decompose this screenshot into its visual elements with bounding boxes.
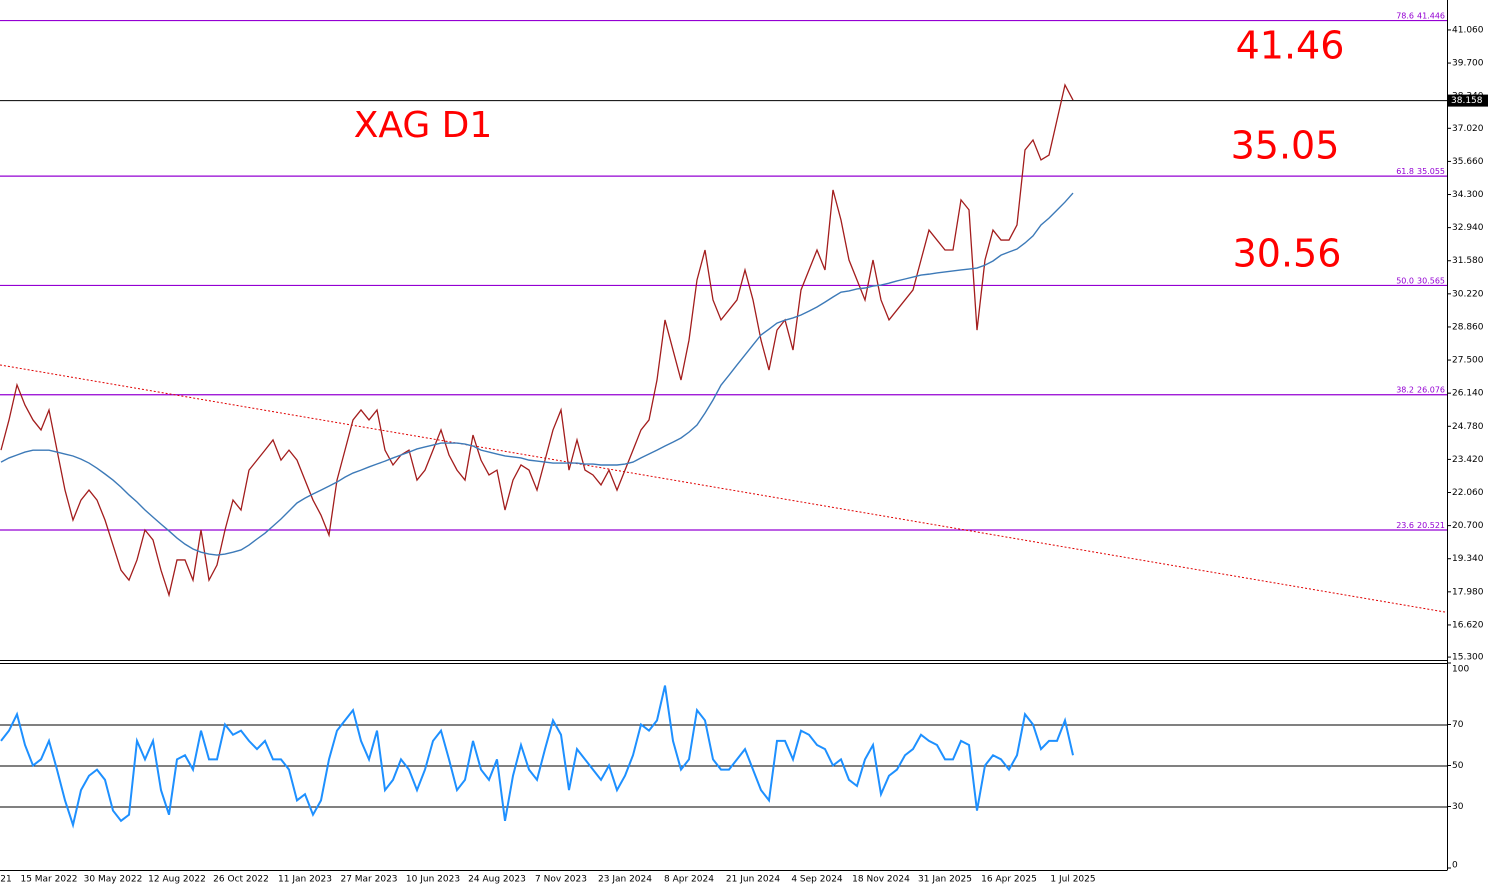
- fib-ratio: 61.8: [1396, 167, 1414, 176]
- fib-label: 23.6 20.521: [1396, 520, 1445, 529]
- x-tick-label: 1 Jul 2025: [1050, 875, 1095, 885]
- y-tick-label: 39.700: [1452, 59, 1484, 69]
- x-tick-label: 15 Mar 2022: [20, 875, 77, 885]
- y-tick-label: 31.580: [1452, 256, 1484, 266]
- y-tick-label: 26.140: [1452, 389, 1484, 399]
- y-tick-label: 28.860: [1452, 322, 1484, 332]
- fib-value: 20.521: [1417, 520, 1445, 529]
- y-tick-label: 16.620: [1452, 620, 1484, 630]
- x-tick-label: 23 Jan 2024: [598, 875, 652, 885]
- fib-label: 61.8 35.055: [1396, 167, 1445, 176]
- x-tick-label: 16 Apr 2025: [981, 875, 1037, 885]
- y-tick-label: 41.060: [1452, 25, 1484, 35]
- fib-value: 26.076: [1417, 385, 1445, 394]
- fib-ratio: 38.2: [1396, 385, 1414, 394]
- x-tick-label: 4 Sep 2024: [791, 875, 843, 885]
- y-tick-label: 30: [1452, 802, 1464, 812]
- x-tick-label: 8 Apr 2024: [664, 875, 714, 885]
- x-tick-label: 21: [0, 875, 11, 885]
- x-tick-label: 30 May 2022: [84, 875, 143, 885]
- fib-ratio: 78.6: [1396, 11, 1414, 20]
- x-tick-label: 24 Aug 2023: [468, 875, 526, 885]
- trendline: [0, 364, 1446, 613]
- annotation: 30.56: [1233, 232, 1342, 276]
- y-tick-label: 23.420: [1452, 455, 1484, 465]
- x-tick-label: 12 Aug 2022: [148, 875, 206, 885]
- chart-title: XAG D1: [354, 105, 493, 146]
- annotation: 35.05: [1231, 124, 1340, 168]
- price-label: 38.158: [1451, 96, 1483, 106]
- y-tick-label: 22.060: [1452, 488, 1484, 498]
- y-tick-label: 37.020: [1452, 124, 1484, 134]
- annotation: 41.46: [1236, 24, 1345, 68]
- y-tick-label: 35.660: [1452, 157, 1484, 167]
- y-tick-label: 34.300: [1452, 190, 1484, 200]
- series-line: [0, 192, 1074, 556]
- fib-label: 38.2 26.076: [1396, 385, 1445, 394]
- series-line: [0, 83, 1074, 598]
- x-tick-label: 10 Jun 2023: [406, 875, 460, 885]
- series-line: [0, 685, 1074, 829]
- y-tick-label: 24.780: [1452, 422, 1484, 432]
- fib-value: 30.565: [1417, 276, 1445, 285]
- x-tick-label: 7 Nov 2023: [535, 875, 587, 885]
- y-tick-label: 50: [1452, 761, 1464, 771]
- x-tick-label: 31 Jan 2025: [918, 875, 972, 885]
- x-tick-label: 21 Jun 2024: [726, 875, 780, 885]
- y-tick-label: 20.700: [1452, 521, 1484, 531]
- fib-value: 35.055: [1417, 167, 1445, 176]
- fib-value: 41.446: [1417, 11, 1445, 20]
- fib-label: 78.6 41.446: [1396, 11, 1445, 20]
- fib-ratio: 50.0: [1396, 276, 1414, 285]
- x-tick-label: 18 Nov 2024: [852, 875, 910, 885]
- y-tick-label: 100: [1452, 665, 1469, 675]
- y-tick-label: 17.980: [1452, 587, 1484, 597]
- fib-label: 50.0 30.565: [1396, 276, 1445, 285]
- price-box: [1448, 94, 1488, 107]
- x-tick-label: 27 Mar 2023: [340, 875, 397, 885]
- fib-ratio: 23.6: [1396, 520, 1414, 529]
- y-tick-label: 15.300: [1452, 653, 1484, 663]
- y-tick-label: 19.340: [1452, 554, 1484, 564]
- y-tick-label: 27.500: [1452, 356, 1484, 366]
- y-tick-label: 30.220: [1452, 289, 1484, 299]
- y-tick-label: 0: [1452, 861, 1458, 871]
- y-tick-label: 32.940: [1452, 223, 1484, 233]
- x-tick-label: 26 Oct 2022: [213, 875, 269, 885]
- y-tick-label: 70: [1452, 720, 1464, 730]
- x-tick-label: 11 Jan 2023: [278, 875, 332, 885]
